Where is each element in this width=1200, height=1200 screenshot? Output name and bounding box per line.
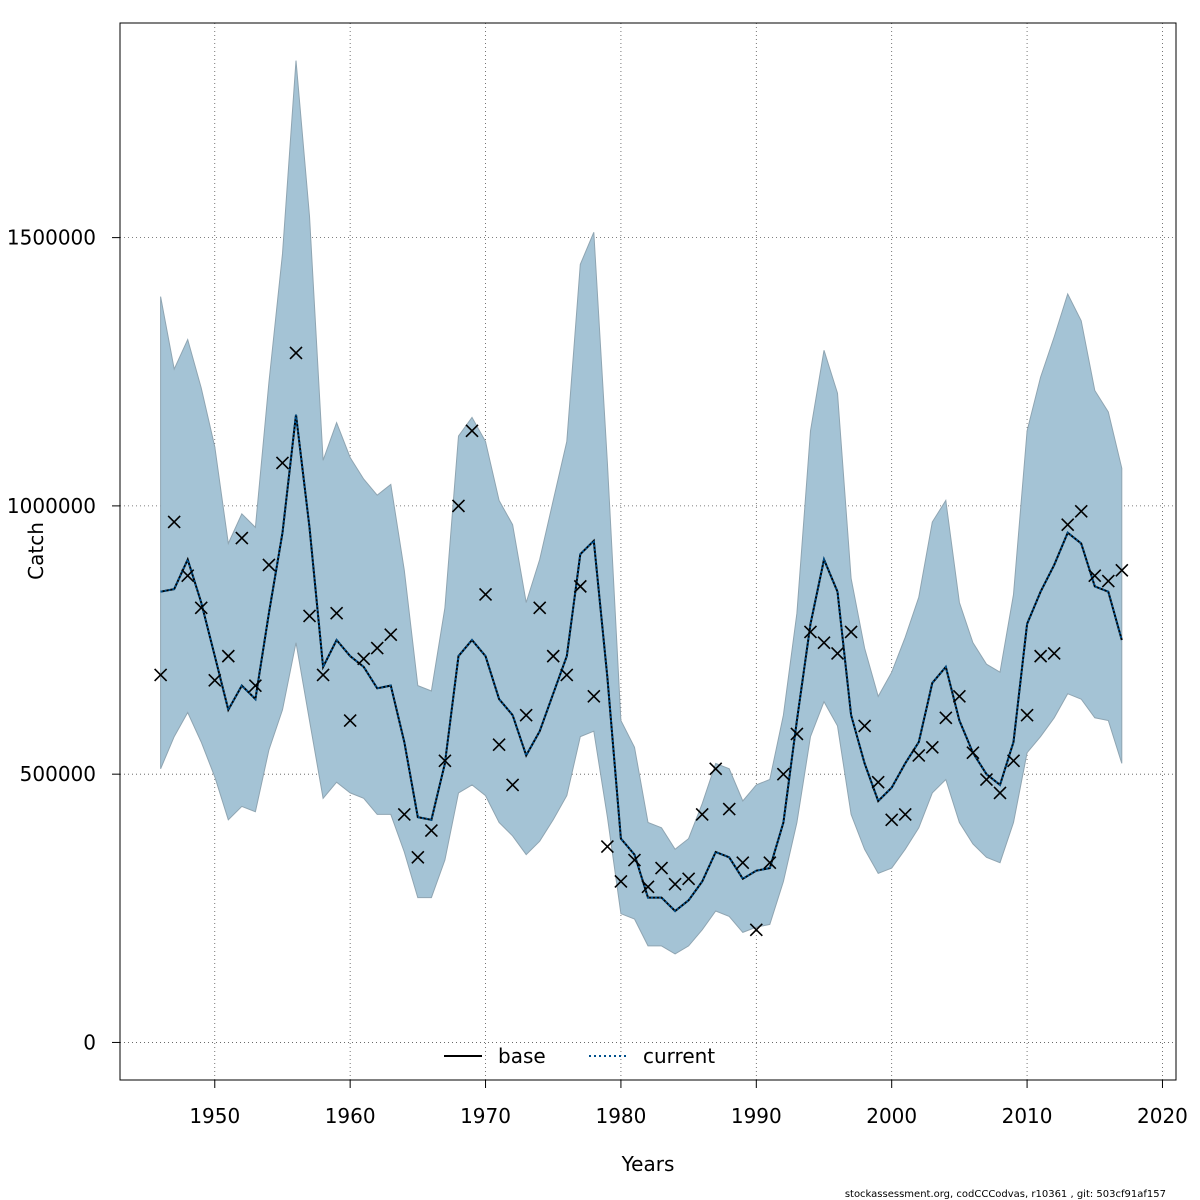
observed-point	[560, 668, 574, 682]
observed-point	[871, 775, 885, 789]
observed-point	[1061, 518, 1075, 532]
estimate-lines	[160, 414, 1123, 913]
observed-point	[993, 786, 1007, 800]
observed-point	[1115, 563, 1129, 577]
x-tick-label: 1950	[189, 1104, 240, 1128]
observed-point	[912, 748, 926, 762]
observed-point	[262, 558, 276, 572]
footer-text: stockassessment.org, codCCCodvas, r10361…	[845, 1189, 1166, 1200]
x-tick-label: 1980	[595, 1104, 646, 1128]
observed-point	[248, 679, 262, 693]
observed-point	[343, 713, 357, 728]
observed-point	[898, 807, 912, 821]
observed-point	[384, 628, 398, 642]
observed-point	[1006, 754, 1021, 768]
observed-point	[979, 772, 994, 787]
observed-point	[830, 646, 845, 661]
observed-point	[194, 601, 208, 615]
y-axis: 0 500000 1000000 1500000	[7, 226, 120, 1054]
observed-point	[682, 872, 696, 886]
observed-point	[925, 740, 939, 754]
x-tick-label: 2000	[866, 1104, 917, 1128]
observed-point	[776, 767, 790, 781]
observed-point	[763, 856, 777, 870]
observed-point	[411, 850, 425, 864]
observed-point	[275, 456, 290, 470]
observed-point	[478, 587, 493, 601]
observed-point	[817, 636, 831, 650]
observed-point	[1034, 649, 1048, 663]
observed-point	[1047, 646, 1061, 661]
observed-point	[790, 727, 804, 741]
x-tick-label: 1990	[731, 1104, 782, 1128]
x-tick-label: 2010	[1002, 1104, 1053, 1128]
observed-point	[154, 668, 168, 682]
observed-point	[451, 499, 466, 513]
observed-point	[357, 652, 371, 666]
observed-point	[235, 531, 249, 545]
observed-point	[966, 746, 980, 760]
observed-point	[858, 719, 872, 733]
observed-point	[749, 923, 763, 937]
observed-point	[573, 579, 587, 593]
observed-point	[627, 853, 642, 867]
current-series-line	[160, 414, 1123, 913]
observed-point	[465, 424, 479, 438]
observed-point	[424, 823, 438, 838]
x-tick-label: 1970	[460, 1104, 511, 1128]
observed-point	[600, 840, 614, 854]
observed-point	[641, 880, 655, 894]
y-tick-label: 0	[83, 1030, 96, 1054]
observed-point	[939, 711, 953, 725]
legend-current-label: current	[643, 1044, 715, 1068]
legend: base current	[444, 1044, 715, 1068]
legend-base-label: base	[498, 1044, 546, 1068]
observed-point	[330, 606, 344, 620]
observed-point	[952, 689, 966, 703]
y-axis-title: Catch	[24, 522, 48, 580]
observed-point	[370, 641, 384, 655]
observed-point	[1101, 574, 1115, 588]
observed-point	[885, 813, 899, 827]
observed-point	[709, 762, 723, 776]
observed-point	[844, 625, 858, 639]
observed-point	[519, 708, 533, 722]
observed-point	[221, 649, 235, 663]
observed-markers	[154, 346, 1129, 937]
observed-point	[546, 649, 560, 663]
observed-point	[1020, 708, 1034, 722]
observed-point	[289, 346, 303, 360]
observed-point	[1074, 504, 1088, 518]
observed-point	[695, 807, 709, 821]
x-axis: 1950 1960 1970 1980 1990 2000 2010 2020	[189, 1079, 1188, 1128]
observed-point	[736, 856, 750, 870]
observed-point	[803, 625, 818, 639]
observed-point	[1088, 569, 1102, 583]
observed-point	[397, 807, 411, 821]
observed-point	[438, 754, 452, 768]
observed-point	[167, 515, 181, 529]
observed-point	[533, 601, 547, 615]
y-tick-label: 500000	[20, 762, 96, 786]
observed-point	[316, 668, 330, 682]
observed-point	[181, 569, 195, 583]
x-axis-title: Years	[621, 1152, 675, 1176]
x-tick-label: 2020	[1137, 1104, 1188, 1128]
observed-point	[506, 778, 520, 792]
observed-point	[492, 738, 506, 752]
x-tick-label: 1960	[325, 1104, 376, 1128]
observed-point	[614, 874, 628, 889]
y-tick-label: 1000000	[7, 494, 96, 518]
observed-point	[587, 689, 601, 703]
y-tick-label: 1500000	[7, 226, 96, 250]
observed-point	[722, 802, 736, 816]
observed-point	[302, 609, 317, 623]
observed-point	[654, 861, 669, 875]
observed-point	[668, 877, 682, 891]
observed-point	[208, 673, 222, 687]
